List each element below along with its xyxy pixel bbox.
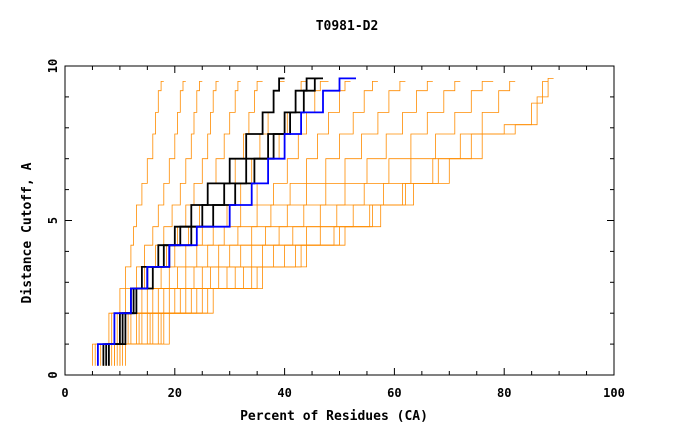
series-line xyxy=(92,81,164,366)
series-line xyxy=(119,81,494,366)
y-tick-label: 5 xyxy=(46,217,60,224)
x-tick-label: 40 xyxy=(277,386,291,400)
highlight-series-line xyxy=(97,77,356,366)
y-axis-label: Distance Cutoff, A xyxy=(20,162,35,303)
highlight-series-line xyxy=(105,77,318,366)
series-line xyxy=(94,81,186,366)
x-axis-label: Percent of Residues (CA) xyxy=(240,409,428,424)
series-line xyxy=(108,81,351,366)
series-line xyxy=(116,81,461,366)
series-line xyxy=(114,81,406,366)
x-tick-label: 60 xyxy=(387,386,401,400)
x-tick-label: 20 xyxy=(168,386,182,400)
series-line xyxy=(114,81,433,366)
x-tick-label: 100 xyxy=(603,386,625,400)
highlight-series-line xyxy=(108,77,323,366)
axis-ticks: 0 20 40 60 80 100 0 5 10 xyxy=(46,59,625,400)
chart-title: T0981-D2 xyxy=(316,19,379,34)
series-line xyxy=(119,81,516,366)
x-tick-label: 80 xyxy=(497,386,511,400)
series-line xyxy=(122,81,549,366)
y-tick-label: 10 xyxy=(46,59,60,73)
series-line xyxy=(111,81,378,366)
x-tick-label: 0 xyxy=(61,386,68,400)
series-group xyxy=(92,77,554,366)
series-line xyxy=(125,78,554,366)
y-tick-label: 0 xyxy=(46,371,60,378)
series-line xyxy=(103,81,263,366)
